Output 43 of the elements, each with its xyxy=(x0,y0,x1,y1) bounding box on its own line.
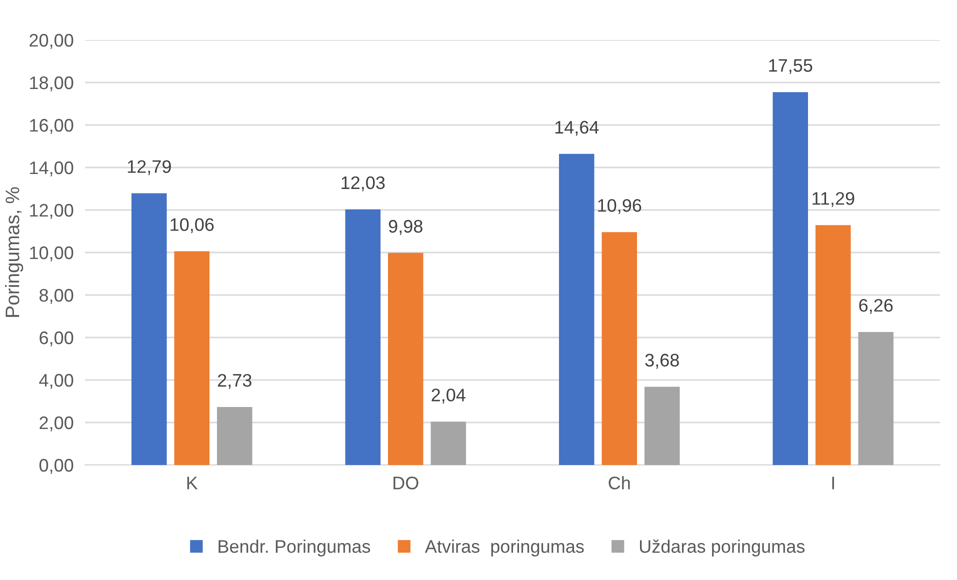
x-tick-label: K xyxy=(187,476,198,490)
bar xyxy=(216,406,252,465)
y-tick-label: 0,00 xyxy=(39,458,74,474)
data-label: 12,03 xyxy=(342,176,385,192)
x-tick-label: DO xyxy=(394,476,418,490)
y-tick-label: 18,00 xyxy=(30,76,74,92)
legend-label: Uždaras poringumas xyxy=(640,540,805,556)
data-label: 10,06 xyxy=(170,218,214,234)
legend-label: Atviras poringumas xyxy=(424,540,584,556)
bar xyxy=(858,332,894,465)
y-tick-label: 14,00 xyxy=(30,161,74,176)
bar xyxy=(131,193,167,465)
data-label: 9,98 xyxy=(388,220,422,235)
data-label: 14,64 xyxy=(555,120,599,136)
bar xyxy=(430,422,466,465)
bar xyxy=(602,232,638,465)
data-label: 12,79 xyxy=(128,160,171,176)
y-tick-label: 2,00 xyxy=(40,416,74,432)
data-label: 2,04 xyxy=(432,388,466,404)
y-tick-label: 6,00 xyxy=(40,331,74,346)
data-label: 17,55 xyxy=(769,59,812,74)
x-tick-label: Ch xyxy=(608,476,630,490)
data-label: 2,73 xyxy=(218,374,252,389)
y-tick-label: 8,00 xyxy=(40,288,74,304)
bar xyxy=(174,251,210,465)
x-tick-label: I xyxy=(832,476,834,490)
bar xyxy=(345,209,381,465)
bar xyxy=(558,154,594,465)
data-label: 6,26 xyxy=(859,298,893,314)
bar xyxy=(815,225,851,465)
data-label: 10,96 xyxy=(598,199,642,214)
legend-label: Bendr. Poringumas xyxy=(218,540,370,556)
y-tick-label: 10,00 xyxy=(30,246,74,262)
y-tick-label: 4,00 xyxy=(39,374,74,389)
data-label: 11,29 xyxy=(812,192,854,207)
y-tick-label: 20,00 xyxy=(30,34,74,49)
data-label: 3,68 xyxy=(645,354,679,369)
bar xyxy=(644,386,680,465)
y-axis-title: Poringumas, % xyxy=(5,187,24,317)
bar xyxy=(772,92,808,465)
bar xyxy=(388,252,424,465)
y-tick-label: 16,00 xyxy=(30,118,74,134)
y-tick-label: 12,00 xyxy=(30,204,74,219)
